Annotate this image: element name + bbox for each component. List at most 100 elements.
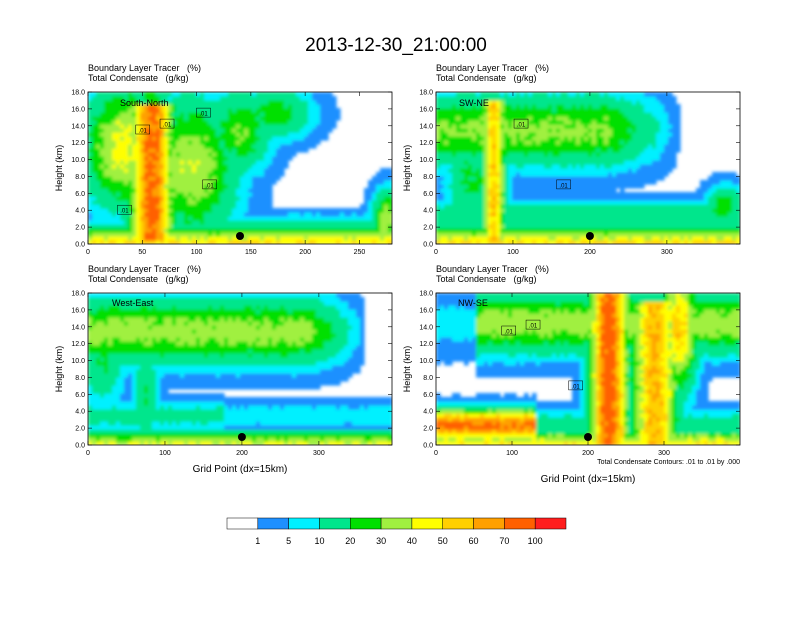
tracer-cell <box>480 168 485 173</box>
tracer-cell <box>520 228 525 233</box>
tracer-cell <box>256 120 261 125</box>
tracer-cell <box>648 220 653 225</box>
tracer-cell <box>184 220 189 225</box>
tracer-cell <box>552 204 557 209</box>
tracer-cell <box>496 188 501 193</box>
tracer-cell <box>528 96 533 101</box>
tracer-cell <box>128 192 133 197</box>
tracer-cell <box>528 192 533 197</box>
tracer-cell <box>248 92 253 97</box>
tracer-cell <box>676 208 681 213</box>
tracer-cell <box>552 112 557 117</box>
tracer-cell <box>192 144 197 149</box>
tracer-cell <box>88 204 93 209</box>
tracer-cell <box>312 236 317 241</box>
tracer-cell <box>280 208 285 213</box>
tracer-cell <box>464 120 469 125</box>
tracer-cell <box>220 132 225 137</box>
tracer-cell <box>320 96 325 101</box>
tracer-cell <box>144 224 149 229</box>
tracer-cell <box>232 168 237 173</box>
tracer-cell <box>656 236 661 241</box>
tracer-cell <box>552 152 557 157</box>
tracer-cell <box>112 180 117 185</box>
tracer-cell <box>196 228 201 233</box>
tracer-cell <box>576 168 581 173</box>
tracer-cell <box>204 92 209 97</box>
tracer-cell <box>224 100 229 105</box>
tracer-cell <box>484 124 489 129</box>
tracer-cell <box>148 160 153 165</box>
tracer-cell <box>260 116 265 121</box>
tracer-cell <box>136 140 141 145</box>
tracer-cell <box>488 200 493 205</box>
tracer-cell <box>520 176 525 181</box>
tracer-cell <box>144 136 149 141</box>
tracer-cell <box>512 168 517 173</box>
tracer-cell <box>544 108 549 113</box>
tracer-cell <box>100 236 105 241</box>
tracer-cell <box>128 116 133 121</box>
tracer-cell <box>728 192 733 197</box>
tracer-cell <box>476 140 481 145</box>
tracer-cell <box>576 212 581 217</box>
tracer-cell <box>500 204 505 209</box>
tracer-cell <box>108 140 113 145</box>
tracer-cell <box>104 164 109 169</box>
tracer-cell <box>184 112 189 117</box>
tracer-cell <box>564 208 569 213</box>
tracer-cell <box>172 104 177 109</box>
tracer-cell <box>588 200 593 205</box>
tracer-cell <box>668 112 673 117</box>
tracer-cell <box>100 228 105 233</box>
tracer-cell <box>192 172 197 177</box>
tracer-cell <box>100 172 105 177</box>
tracer-cell <box>456 224 461 229</box>
tracer-cell <box>616 144 621 149</box>
tracer-cell <box>588 96 593 101</box>
tracer-cell <box>100 208 105 213</box>
tracer-cell <box>608 228 613 233</box>
tracer-cell <box>464 192 469 197</box>
tracer-cell <box>124 232 129 237</box>
tracer-cell <box>332 100 337 105</box>
tracer-cell <box>656 144 661 149</box>
tracer-cell <box>664 128 669 133</box>
tracer-cell <box>460 108 465 113</box>
tracer-cell <box>500 176 505 181</box>
tracer-cell <box>608 128 613 133</box>
tracer-cell <box>120 120 125 125</box>
tracer-cell <box>216 96 221 101</box>
tracer-cell <box>296 92 301 97</box>
tracer-cell <box>192 228 197 233</box>
tracer-cell <box>504 108 509 113</box>
tracer-cell <box>572 116 577 121</box>
tracer-cell <box>536 184 541 189</box>
tracer-cell <box>320 120 325 125</box>
tracer-cell <box>496 176 501 181</box>
tracer-cell <box>340 216 345 221</box>
tracer-cell <box>296 216 301 221</box>
tracer-cell <box>244 108 249 113</box>
tracer-cell <box>648 232 653 237</box>
tracer-cell <box>544 180 549 185</box>
tracer-cell <box>252 136 257 141</box>
tracer-cell <box>176 188 181 193</box>
tracer-cell <box>272 124 277 129</box>
tracer-cell <box>192 148 197 153</box>
tracer-cell <box>252 176 257 181</box>
tracer-cell <box>504 188 509 193</box>
tracer-cell <box>288 132 293 137</box>
tracer-cell <box>260 148 265 153</box>
tracer-cell <box>136 120 141 125</box>
tracer-cell <box>176 216 181 221</box>
tracer-cell <box>200 120 205 125</box>
tracer-cell <box>652 128 657 133</box>
tracer-cell <box>276 176 281 181</box>
tracer-cell <box>216 160 221 165</box>
tracer-cell <box>544 216 549 221</box>
tracer-cell <box>228 144 233 149</box>
tracer-cell <box>556 168 561 173</box>
tracer-cell <box>524 220 529 225</box>
tracer-cell <box>124 172 129 177</box>
